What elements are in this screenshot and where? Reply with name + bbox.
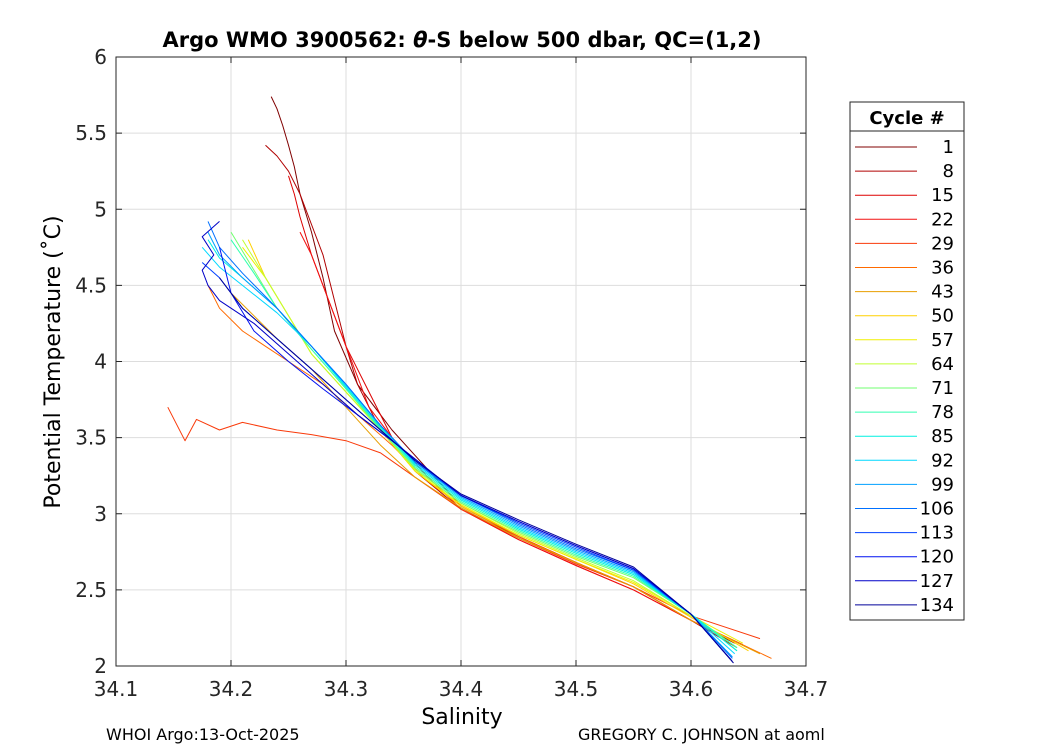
x-tick-label: 34.3 xyxy=(324,677,369,701)
legend-label-29: 29 xyxy=(931,233,954,254)
legend: Cycle # 18152229364350576471788592991061… xyxy=(849,101,965,621)
y-tick-label: 2.5 xyxy=(75,578,107,602)
legend-label-92: 92 xyxy=(931,450,954,471)
chart-title-suffix: -S below 500 dbar, QC=(1,2) xyxy=(428,28,762,52)
legend-label-57: 57 xyxy=(931,330,954,351)
legend-label-71: 71 xyxy=(931,378,954,399)
series-line-cycle-127 xyxy=(201,221,733,662)
y-tick-label: 6 xyxy=(94,45,107,69)
legend-label-22: 22 xyxy=(931,209,954,230)
legend-label-106: 106 xyxy=(920,499,954,520)
series-line-cycle-64 xyxy=(242,239,738,649)
legend-label-36: 36 xyxy=(931,258,954,279)
y-axis-label: Potential Temperature (˚C) xyxy=(41,215,66,508)
legend-entries: 1 8 15 22 29 36 43 50 57 64 71 78 85 92 99 106 113 120 127… xyxy=(855,137,954,616)
x-tick-label: 34.4 xyxy=(439,677,484,701)
legend-label-134: 134 xyxy=(920,595,954,616)
y-tick-label: 5 xyxy=(94,197,107,221)
legend-box xyxy=(849,101,965,621)
chart-title: Argo WMO 3900562: θ-S below 500 dbar, QC… xyxy=(162,28,761,52)
x-tick-label: 34.6 xyxy=(669,677,714,701)
legend-label-64: 64 xyxy=(931,354,954,375)
legend-label-99: 99 xyxy=(931,474,954,495)
legend-label-8: 8 xyxy=(943,161,954,182)
x-tick-label: 34.7 xyxy=(784,677,829,701)
y-tick-label: 3 xyxy=(94,502,107,526)
x-axis-label: Salinity xyxy=(421,705,502,730)
series-line-cycle-134 xyxy=(219,277,734,664)
legend-label-1: 1 xyxy=(943,137,954,158)
plot-area xyxy=(167,96,772,664)
chart-title-theta: θ xyxy=(413,28,427,52)
legend-label-15: 15 xyxy=(931,185,954,206)
legend-label-78: 78 xyxy=(931,402,954,423)
y-tick-label: 2 xyxy=(94,654,107,678)
legend-label-50: 50 xyxy=(931,306,954,327)
series-line-cycle-29 xyxy=(167,406,761,640)
axis-ticks: 34.1 34.2 34.3 34.4 34.5 34.6 34.7 2 2.5 3 3.5 4 4.5… xyxy=(75,45,828,701)
y-tick-label: 5.5 xyxy=(75,121,107,145)
y-tick-label: 4.5 xyxy=(75,273,107,297)
x-tick-label: 34.2 xyxy=(209,677,254,701)
legend-label-43: 43 xyxy=(931,282,954,303)
chart-title-prefix: Argo WMO 3900562: xyxy=(162,28,413,52)
footer-right: GREGORY C. JOHNSON at aoml xyxy=(578,725,825,744)
legend-label-120: 120 xyxy=(920,547,954,568)
footer-left: WHOI Argo:13-Oct-2025 xyxy=(106,725,300,744)
x-tick-label: 34.5 xyxy=(554,677,599,701)
legend-label-127: 127 xyxy=(920,571,954,592)
y-tick-label: 4 xyxy=(94,350,107,374)
series-line-cycle-92 xyxy=(201,246,736,655)
y-tick-label: 3.5 xyxy=(75,426,107,450)
legend-title: Cycle # xyxy=(869,108,944,129)
x-tick-label: 34.1 xyxy=(94,677,139,701)
legend-label-85: 85 xyxy=(931,426,954,447)
legend-label-113: 113 xyxy=(920,523,954,544)
